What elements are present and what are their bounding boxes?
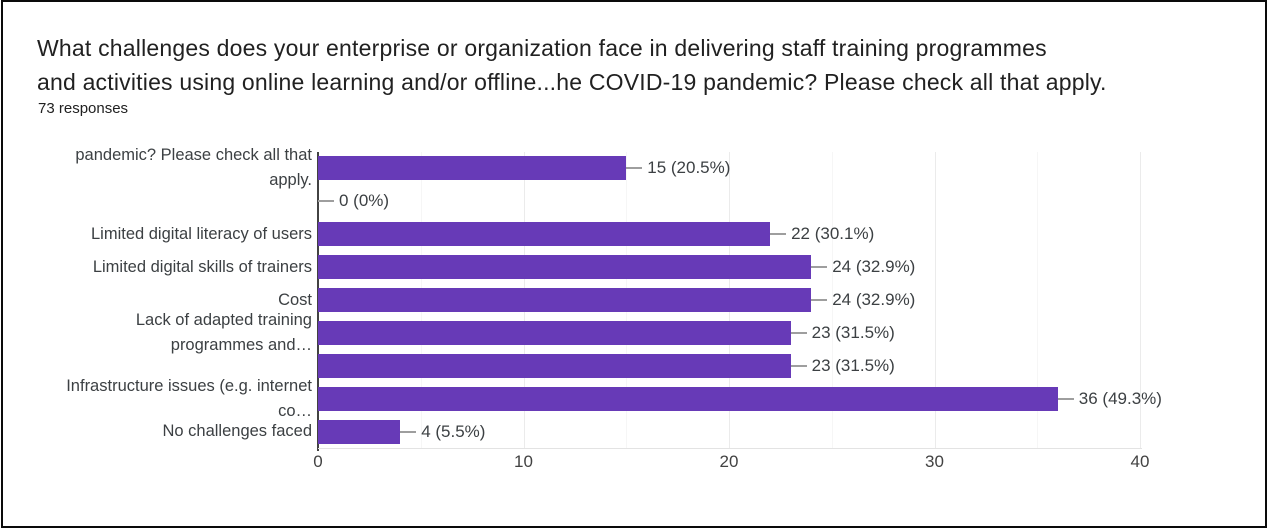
category-label-line: Limited digital literacy of users [90,224,312,243]
category-label: Limited digital skills of trainers [93,255,312,280]
gridline-major [934,152,936,448]
bar-value-label: 22 (30.1%) [791,224,875,244]
bar-value-label: 0 (0%) [339,191,390,211]
x-tick-label: 0 [313,452,323,471]
bar-value-label: 15 (20.5%) [647,158,731,178]
x-tick-label: 40 [1130,452,1150,471]
category-label: Infrastructure issues (e.g. internet co… [66,374,312,424]
category-label-line: programmes and… [170,335,312,354]
leader-line [790,364,807,367]
bar [318,156,627,181]
category-label-line: Cost [278,290,312,309]
category-label-line: No challenges faced [162,422,312,441]
leader-line [1057,397,1074,400]
bar-value-label: 36 (49.3%) [1078,388,1162,408]
category-label: Lack of adapted training programmes and… [136,308,312,358]
leader-line [400,430,417,433]
leader-line [811,299,828,301]
gridline-minor [1037,152,1039,448]
bar-value-label: 24 (32.9%) [832,290,916,309]
x-tick-label: 10 [514,452,533,471]
bar [318,288,812,312]
category-label: Cost [278,288,312,313]
bar [318,419,401,444]
responses-count: 73 responses [38,100,129,117]
leader-line [626,167,643,170]
bar [318,255,812,280]
leader-line [790,331,807,334]
bar-value-label: 24 (32.9%) [832,257,916,277]
gridline-major [1140,152,1141,448]
category-label-line: Infrastructure issues (e.g. internet [66,376,312,395]
bar-value-label: 4 (5.5%) [421,421,486,441]
leader-line [770,233,787,236]
bar [318,320,791,345]
question-title-line1: What challenges does your enterprise or … [37,35,1047,61]
category-label-line: Limited digital skills of trainers [92,257,312,276]
category-label-line: apply. [269,171,312,190]
category-label: Limited digital literacy of users [91,222,312,247]
question-title-line2: and activities using online learning and… [37,69,1107,95]
leader-line [318,200,334,203]
category-label: No challenges faced [162,419,312,444]
x-tick-label: 20 [719,452,739,471]
bar [318,222,771,247]
category-label-line: Lack of adapted training [135,310,312,329]
question-title: What challenges does your enterprise or … [37,31,1107,99]
bar-value-label: 23 (31.5%) [811,322,895,342]
bar [318,353,791,378]
bar-value-label: 23 (31.5%) [811,355,895,375]
category-label-line: pandemic? Please check all that [75,146,312,165]
gridline-minor [831,152,833,448]
bar [318,386,1058,411]
category-label-line: co… [278,401,312,420]
leader-line [811,266,828,269]
category-label: pandemic? Please check all that apply. [75,143,312,193]
x-axis-baseline [318,448,1142,449]
x-tick-label: 30 [925,452,944,471]
